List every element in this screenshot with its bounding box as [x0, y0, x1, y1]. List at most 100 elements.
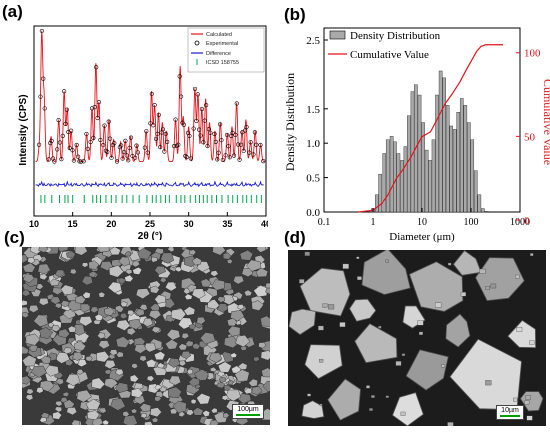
psd-bar: [450, 126, 453, 212]
sem-c-particle: [82, 263, 88, 268]
sem-c-particle: [152, 418, 158, 423]
psd-ytick-right-label: 100: [524, 48, 541, 60]
sem-c-particle: [111, 399, 126, 411]
sem-d-particle: [355, 324, 397, 363]
sem-c-particle: [130, 375, 139, 382]
sem-d-fragment: [340, 322, 346, 327]
sem-d-fragment: [513, 398, 517, 401]
sem-c-particle: [261, 368, 270, 377]
sem-d-fragment: [357, 276, 361, 279]
sem-c-particle: [140, 356, 147, 362]
sem-d-particle: [362, 250, 410, 295]
sem-d-particle: [350, 299, 376, 321]
sem-c-particle: [75, 247, 87, 255]
sem-d-fragment: [461, 292, 466, 296]
psd-bar: [446, 105, 449, 212]
psd-chart: Density Distribution Cumulative Value 0.…: [280, 12, 550, 244]
sem-c-particle: [140, 403, 151, 412]
sem-c-particle: [63, 392, 69, 397]
sem-d-particles: [288, 250, 546, 426]
sem-c-particle: [55, 401, 62, 406]
sem-c-particle: [160, 278, 166, 283]
sem-d-fragment: [319, 359, 323, 362]
sem-c-particle: [168, 247, 175, 252]
sem-d-fragment: [318, 326, 323, 330]
sem-c-particle: [261, 351, 270, 361]
sem-c-particle: [131, 409, 137, 414]
sem-d-fragment: [307, 394, 310, 397]
sem-d-fragment: [328, 304, 334, 309]
xrd-xtick-label: 35: [222, 219, 232, 229]
psd-ylabel-right: Cumulative Value: [541, 79, 550, 165]
sem-c-particle: [91, 307, 99, 313]
sem-d-fragment: [343, 264, 349, 269]
sem-c-particle: [120, 313, 127, 319]
sem-d-fragment: [320, 404, 322, 406]
sem-d-fragment: [402, 354, 405, 356]
psd-bar: [386, 140, 389, 212]
sem-c-particle: [70, 269, 76, 274]
sem-d-fragment: [418, 321, 424, 326]
sem-d-fragment: [527, 416, 533, 421]
sem-c-particle: [202, 410, 209, 416]
sem-c-particle: [136, 289, 150, 299]
psd-bar: [397, 154, 400, 212]
sem-c-particle: [193, 408, 203, 416]
sem-d-fragment: [401, 412, 405, 416]
xrd-ylabel: Intensity (CPS): [18, 94, 29, 165]
sem-c-scale-line: [236, 414, 260, 416]
psd-bar: [407, 116, 410, 212]
sem-c-particle: [71, 420, 80, 425]
sem-c-particle: [154, 352, 165, 360]
psd-bar: [400, 160, 403, 212]
sem-d-fragment: [448, 263, 451, 265]
sem-c-particle: [150, 408, 161, 417]
sem-c-particle: [197, 393, 211, 404]
sem-d-fragment: [517, 327, 522, 331]
sem-c-particle: [99, 292, 106, 297]
sem-c-particle: [167, 329, 180, 340]
psd-bar: [467, 123, 470, 212]
sem-d-particle: [476, 258, 525, 301]
sem-d-particle: [302, 401, 324, 419]
xrd-legend-icsd: ICSD 158755: [206, 60, 239, 66]
psd-bar: [390, 136, 393, 212]
sem-c-particle: [210, 367, 216, 372]
psd-ylabel: Density Distribution: [283, 73, 297, 171]
sem-d-fragment: [366, 385, 369, 388]
psd-bar: [485, 211, 488, 212]
sem-c-scale-label: 100µm: [236, 406, 260, 413]
sem-d-particle: [406, 350, 448, 390]
sem-d-particle: [300, 268, 350, 316]
sem-c-particle: [82, 276, 93, 285]
psd-bar: [464, 105, 467, 212]
sem-c-particle: [155, 295, 166, 304]
sem-d-fragment: [299, 279, 304, 283]
sem-c-particle: [197, 317, 206, 324]
xrd-difference-line: [36, 182, 264, 187]
sem-d-particle: [450, 339, 522, 410]
psd-bar: [453, 129, 456, 212]
sem-c-particle: [227, 259, 232, 264]
sem-c-particle: [244, 290, 252, 296]
psd-bar: [439, 71, 442, 212]
sem-d-fragment: [305, 252, 310, 256]
panel-label-a: (a): [2, 2, 23, 22]
psd-bar: [457, 112, 460, 212]
sem-d-fragment: [485, 380, 491, 385]
sem-c-particle: [144, 343, 156, 352]
psd-bar: [393, 142, 396, 212]
sem-c-particle: [27, 389, 34, 395]
sem-d-fragment: [491, 284, 496, 288]
psd-bar: [404, 147, 407, 212]
sem-c-particle: [61, 285, 73, 295]
sem-c-particle: [179, 344, 188, 351]
xrd-xlabel: 2θ (°): [138, 231, 162, 240]
sem-d-fragment: [515, 275, 519, 278]
sem-c-particle: [233, 276, 244, 284]
xrd-xtick-label: 15: [68, 219, 78, 229]
sem-c-particle: [179, 361, 186, 366]
psd-bar: [478, 195, 481, 212]
sem-c-particle: [186, 410, 193, 416]
sem-d-fragment: [369, 408, 372, 411]
